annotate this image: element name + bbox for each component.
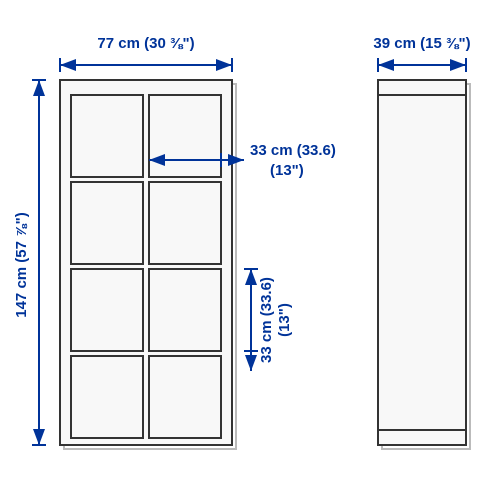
front-view: 77 cm (30 ⅜") 147 cm (57 ⅞") 33 cm (33.6… [13,35,336,449]
cell-height-label-1: 33 cm (33.6) [258,277,275,363]
width-label: 77 cm (30 ⅜") [97,35,194,52]
dimension-diagram: 77 cm (30 ⅜") 147 cm (57 ⅞") 33 cm (33.6… [0,0,500,500]
dim-depth: 39 cm (15 ⅜") [373,35,470,72]
side-view: 39 cm (15 ⅜") [373,35,470,449]
dim-height: 147 cm (57 ⅞") [13,80,46,445]
dim-cell-height: 33 cm (33.6) (13") [244,269,293,371]
cell-height-label-2: (13") [276,303,293,337]
depth-label: 39 cm (15 ⅜") [373,35,470,52]
dim-width: 77 cm (30 ⅜") [60,35,232,72]
cell-width-label-1: 33 cm (33.6) [250,142,336,159]
height-label: 147 cm (57 ⅞") [13,212,30,318]
cell-width-label-2: (13") [270,162,304,179]
